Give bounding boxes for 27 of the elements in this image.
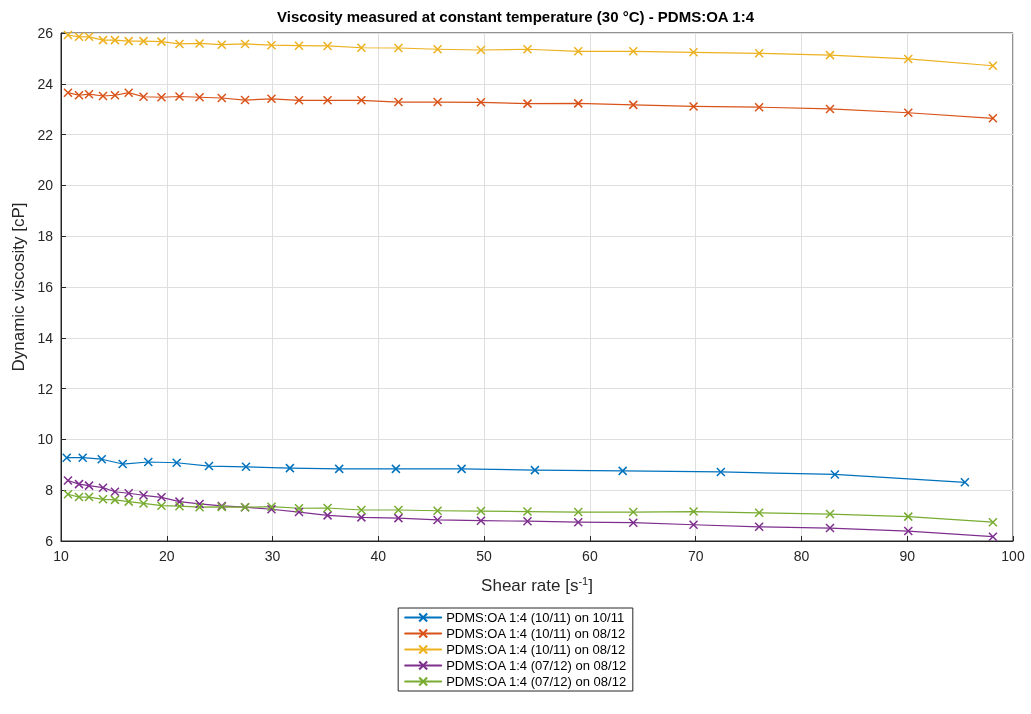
legend-label: PDMS:OA 1:4 (10/11) on 08/12 — [446, 642, 626, 657]
x-tick-label: 70 — [687, 548, 704, 564]
y-tick-label: 12 — [37, 380, 54, 397]
y-tick-label: 16 — [37, 279, 54, 295]
x-tick-label: 90 — [899, 548, 916, 564]
legend-label: PDMS:OA 1:4 (07/12) on 08/12 — [446, 674, 627, 689]
y-tick-label: 26 — [37, 25, 54, 41]
y-axis-title: Dynamic viscosity [cP] — [8, 202, 28, 372]
y-tick-label: 18 — [37, 228, 54, 245]
y-tick-label: 14 — [37, 329, 54, 346]
x-tick-label: 40 — [370, 548, 387, 564]
y-tick-label: 24 — [37, 75, 54, 92]
y-tick-label: 8 — [45, 482, 54, 499]
y-tick-label: 22 — [37, 126, 54, 143]
x-tick-label: 30 — [264, 548, 281, 564]
y-tick-label: 20 — [37, 177, 54, 194]
y-tick-label: 10 — [37, 431, 54, 448]
x-tick-label: 20 — [158, 548, 175, 564]
legend-label: PDMS:OA 1:4 (10/11) on 10/11 — [446, 610, 625, 625]
chart-title: Viscosity measured at constant temperature (30 °C) - PDMS:OA 1:4 — [277, 8, 755, 25]
x-tick-label: 50 — [476, 548, 493, 564]
y-tick-label: 6 — [45, 533, 54, 549]
x-tick-label: 60 — [582, 548, 598, 564]
x-tick-label: 100 — [1001, 548, 1025, 564]
legend-label: PDMS:OA 1:4 (07/12) on 08/12 — [446, 658, 627, 673]
x-tick-label: 80 — [793, 548, 810, 564]
legend-label: PDMS:OA 1:4 (10/11) on 08/12 — [446, 626, 626, 641]
